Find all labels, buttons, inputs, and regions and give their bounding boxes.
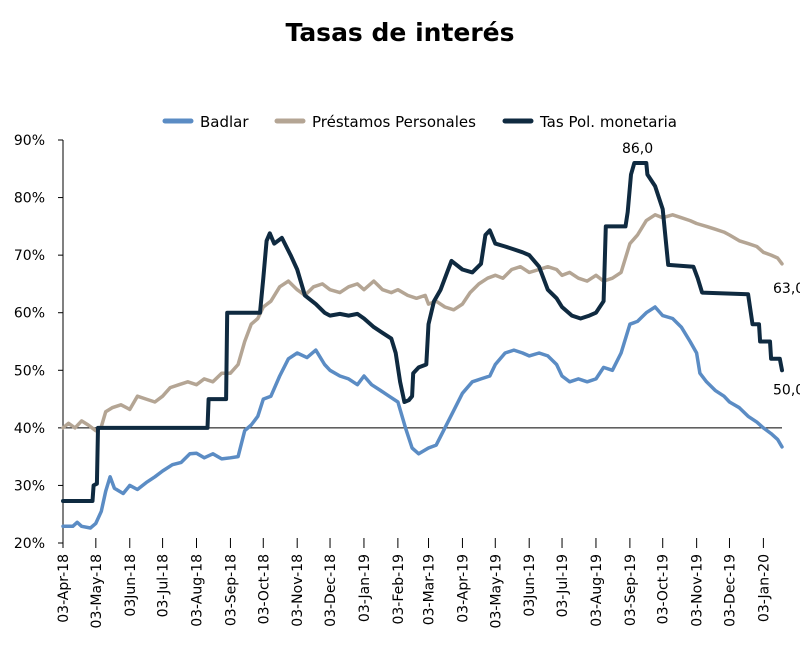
legend-label: Préstamos Personales xyxy=(312,113,476,131)
x-tick-label: 03-Jul-18 xyxy=(156,554,172,617)
x-tick-label: 03-Jan-19 xyxy=(357,554,373,622)
series-line-badlar xyxy=(61,305,784,530)
x-tick-label: 03-Sep-19 xyxy=(623,554,639,626)
y-tick-label: 60% xyxy=(14,306,45,322)
y-tick-label: 40% xyxy=(14,421,45,437)
chart-title: Tasas de interés xyxy=(285,18,515,47)
x-axis: 03-Apr-18 03-May-18 03Jun-18 03-Jul-18 03-Au… xyxy=(56,427,782,628)
x-tick-label: 03-Feb-19 xyxy=(391,554,407,625)
annotations: 86,0 63,0 50,0 xyxy=(622,141,800,398)
series-lines xyxy=(61,161,784,530)
legend-label: Tas Pol. monetaria xyxy=(539,113,677,131)
series-line-tas-pol-monetaria xyxy=(61,161,784,503)
x-tick-label: 03-Apr-19 xyxy=(455,554,471,623)
y-tick-label: 90% xyxy=(14,133,45,149)
legend-label: Badlar xyxy=(200,113,249,131)
x-tick-label: 03-Jul-19 xyxy=(555,554,571,617)
y-tick-label: 70% xyxy=(14,248,45,264)
x-tick-label: 03Jun-18 xyxy=(123,554,139,617)
x-tick-label: 03-Oct-18 xyxy=(256,554,272,624)
data-label: 63,0 xyxy=(773,281,800,297)
x-tick-label: 03-Mar-19 xyxy=(422,554,438,625)
x-tick-label: 03-Aug-19 xyxy=(589,554,605,627)
data-label: 50,0 xyxy=(773,382,800,398)
x-tick-label: 03Jun-19 xyxy=(522,554,538,617)
y-axis: 20% 30% 40% 50% 60% 70% 80% 90% xyxy=(14,133,64,552)
x-tick-label: 03-May-18 xyxy=(89,554,105,628)
y-tick-label: 80% xyxy=(14,191,45,207)
x-tick-label: 03-Apr-18 xyxy=(56,554,72,623)
x-tick-label: 03-Aug-18 xyxy=(190,554,206,627)
series-line-prestamos-personales xyxy=(61,213,784,433)
x-tick-label: 03-Oct-19 xyxy=(656,554,672,624)
x-tick-label: 03-May-19 xyxy=(488,554,504,628)
x-tick-label: 03-Dec-19 xyxy=(722,554,738,627)
x-tick-label: 03-Dec-18 xyxy=(323,554,339,627)
x-tick-label: 03-Nov-18 xyxy=(290,554,306,627)
x-tick-label: 03-Nov-19 xyxy=(690,554,706,627)
data-label: 86,0 xyxy=(622,141,653,157)
y-tick-label: 20% xyxy=(14,536,45,552)
x-tick-label: 03-Sep-18 xyxy=(223,554,239,626)
y-tick-label: 50% xyxy=(14,363,45,379)
y-tick-label: 30% xyxy=(14,478,45,494)
legend: Badlar Préstamos Personales Tas Pol. monet… xyxy=(162,113,677,131)
x-tick-label: 03-Jan-20 xyxy=(756,554,772,622)
